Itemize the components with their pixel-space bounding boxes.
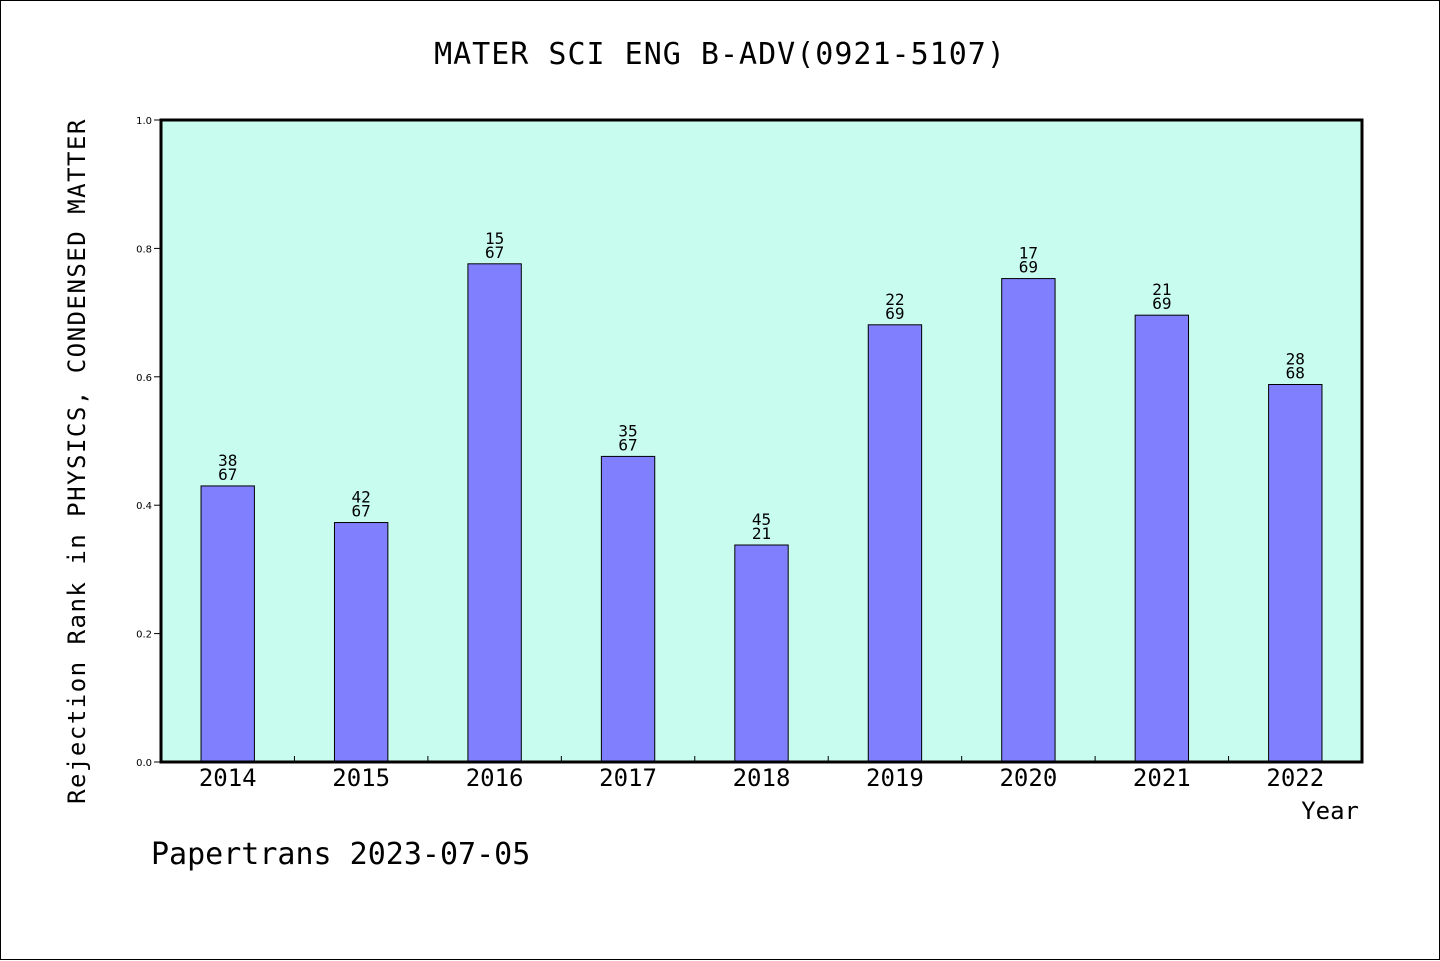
y-tick-label: 1.0: [136, 116, 152, 127]
bar-2015: [333, 522, 389, 763]
data-label-bottom: 67: [485, 243, 504, 262]
data-label-bottom: 67: [618, 435, 637, 454]
y-tick-label: 0.0: [136, 758, 152, 769]
data-label-top: 22: [885, 290, 904, 309]
bar-2018: [734, 544, 789, 763]
data-label-bottom: 67: [352, 502, 371, 521]
bar-2014: [200, 485, 255, 763]
x-tick-label: 2019: [866, 764, 924, 792]
chart-title: MATER SCI ENG B-ADV(0921-5107): [434, 37, 1006, 72]
bar-2021: [1134, 314, 1190, 763]
data-label-top: 45: [752, 510, 771, 529]
x-tick-label: 2015: [332, 764, 390, 792]
x-tick-label: 2021: [1133, 764, 1191, 792]
bar-2019: [867, 324, 923, 763]
x-tick-label: 2017: [599, 764, 657, 792]
data-label-bottom: 69: [1019, 258, 1038, 277]
x-tick-label: 2022: [1266, 764, 1324, 792]
footer-credit: Papertrans 2023-07-05: [151, 837, 531, 872]
plot-border: [159, 118, 1364, 764]
data-label-bottom: 67: [218, 465, 237, 484]
data-label-bottom: 21: [752, 524, 771, 543]
x-tick-label: 2020: [999, 764, 1057, 792]
x-tick-label: 2018: [733, 764, 791, 792]
bar-2017: [600, 455, 656, 763]
data-label-top: 15: [485, 229, 504, 248]
x-tick-label: 2014: [199, 764, 257, 792]
data-label-top: 17: [1019, 244, 1038, 263]
data-label-bottom: 69: [1152, 294, 1171, 313]
y-tick-label: 0.6: [136, 373, 152, 384]
data-label-top: 28: [1286, 350, 1305, 369]
data-label-bottom: 69: [885, 304, 904, 323]
bar-2020: [1001, 278, 1056, 763]
data-label-top: 21: [1152, 280, 1171, 299]
y-tick-label: 0.4: [136, 501, 152, 512]
x-axis-label: Year: [1301, 797, 1359, 825]
data-label-bottom: 68: [1286, 364, 1305, 383]
data-label-top: 35: [618, 421, 637, 440]
data-label-top: 42: [352, 488, 371, 507]
bar-2016: [467, 263, 522, 763]
x-tick-label: 2016: [466, 764, 524, 792]
y-tick-label: 0.2: [136, 630, 152, 641]
data-label-top: 38: [218, 451, 237, 470]
y-tick-label: 0.8: [136, 244, 152, 255]
bar-2022: [1268, 384, 1323, 763]
